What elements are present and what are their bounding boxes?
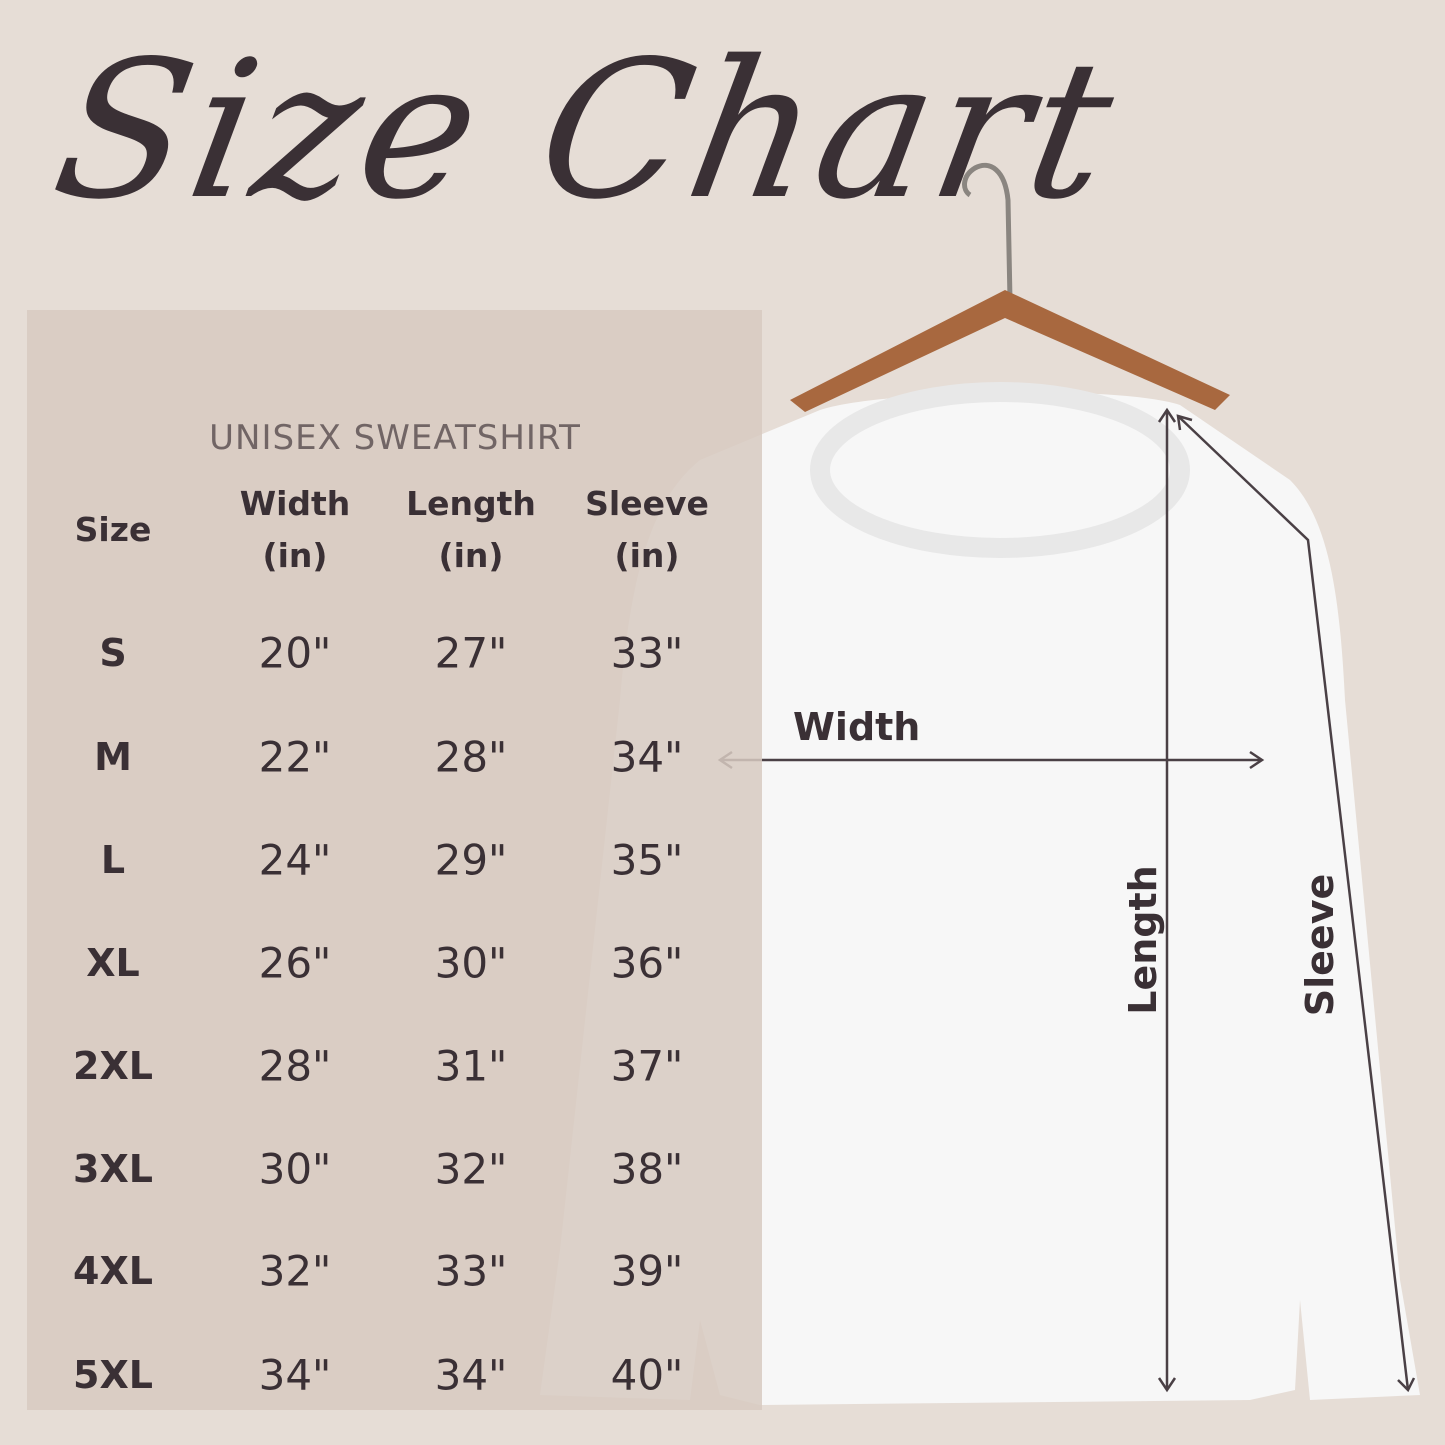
cell-size: 3XL xyxy=(73,1147,153,1191)
table-subtitle: UNISEX SWEATSHIRT xyxy=(209,418,581,458)
cell-width: 28" xyxy=(258,1041,332,1091)
cell-sleeve: 37" xyxy=(610,1041,684,1091)
sleeve-label: Sleeve xyxy=(1298,873,1342,1017)
cell-sleeve: 39" xyxy=(610,1246,684,1296)
hanger-bar xyxy=(790,290,1230,412)
sleeve-arrow xyxy=(1177,415,1410,1391)
cell-size: 5XL xyxy=(73,1353,153,1397)
cell-width: 22" xyxy=(258,732,332,782)
cell-size: 4XL xyxy=(73,1249,153,1293)
cell-size: XL xyxy=(86,941,140,985)
cell-length: 32" xyxy=(434,1144,508,1194)
cell-width: 20" xyxy=(258,628,332,678)
cell-sleeve: 38" xyxy=(610,1144,684,1194)
cell-width: 32" xyxy=(258,1246,332,1296)
header-size: Size xyxy=(74,510,152,549)
cell-width: 30" xyxy=(258,1144,332,1194)
cell-length: 27" xyxy=(434,628,508,678)
cell-length: 30" xyxy=(434,938,508,988)
cell-length: 34" xyxy=(434,1350,508,1400)
cell-size: M xyxy=(94,735,132,779)
header-sleeve: Sleeve (in) xyxy=(585,484,709,575)
cell-size: L xyxy=(100,838,126,882)
cell-width: 34" xyxy=(258,1350,332,1400)
cell-size: 2XL xyxy=(73,1044,153,1088)
cell-length: 29" xyxy=(434,835,508,885)
cell-width: 26" xyxy=(258,938,332,988)
page-title: Size Chart xyxy=(40,20,1132,241)
cell-length: 28" xyxy=(434,732,508,782)
cell-sleeve: 35" xyxy=(610,835,684,885)
length-label: Length xyxy=(1121,865,1165,1015)
cell-sleeve: 40" xyxy=(610,1350,684,1400)
size-table-panel xyxy=(27,310,762,1410)
cell-size: S xyxy=(99,631,127,675)
cell-sleeve: 36" xyxy=(610,938,684,988)
collar xyxy=(810,382,1190,558)
header-width: Width (in) xyxy=(239,484,351,575)
cell-width: 24" xyxy=(258,835,332,885)
cell-length: 33" xyxy=(434,1246,508,1296)
width-label: Width xyxy=(793,705,921,749)
cell-sleeve: 33" xyxy=(610,628,684,678)
cell-sleeve: 34" xyxy=(610,732,684,782)
cell-length: 31" xyxy=(434,1041,508,1091)
header-length: Length (in) xyxy=(406,484,536,575)
hanger-hook xyxy=(962,162,1013,301)
